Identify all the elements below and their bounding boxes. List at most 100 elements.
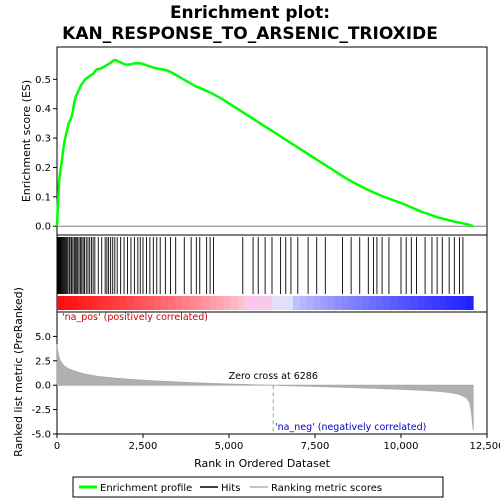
rank-bar-segment xyxy=(161,296,169,310)
x-axis-label: Rank in Ordered Dataset xyxy=(194,457,331,470)
rank-bar-segment xyxy=(216,296,224,310)
metric-y-tick-label: -2.5 xyxy=(31,405,51,416)
rank-bar-segment xyxy=(396,296,405,310)
rank-bar-segment xyxy=(195,296,204,310)
metric-y-axis-label: Ranked list metric (PreRanked) xyxy=(12,287,25,457)
x-tick-label: 0 xyxy=(54,441,60,452)
metric-panel-frame xyxy=(56,311,488,435)
es-y-tick-label: 0.2 xyxy=(35,163,51,174)
rank-bar-segment xyxy=(77,296,86,310)
rank-bar-segment xyxy=(389,296,398,310)
rank-bar-segment xyxy=(57,296,65,310)
rank-bar-segment xyxy=(209,296,217,310)
rank-bar-segment xyxy=(70,296,79,310)
rank-bar-segment xyxy=(438,296,446,310)
rank-bar-segment xyxy=(466,296,474,310)
es-y-tick-label: 0.1 xyxy=(35,192,51,203)
rank-bar-segment xyxy=(299,296,308,310)
positive-correlation-label: 'na_pos' (positively correlated) xyxy=(62,312,208,323)
hit-lines-group xyxy=(56,237,464,294)
rank-bar-segment xyxy=(292,296,301,310)
legend-label-hits: Hits xyxy=(221,483,240,494)
rank-bar-segment xyxy=(133,296,141,310)
metric-y-tick-label: -5.0 xyxy=(31,430,51,441)
rank-bar-segment xyxy=(237,296,245,310)
chart-title-line1: Enrichment plot: xyxy=(170,3,330,23)
rank-bar-segment xyxy=(278,296,287,310)
rank-bar-segment xyxy=(119,296,127,310)
rank-bar-segment xyxy=(285,296,294,310)
rank-bar-segment xyxy=(98,296,106,310)
rank-bar-segment xyxy=(452,296,460,310)
x-tick-label: 10,000 xyxy=(384,441,419,452)
zero-cross-label: Zero cross at 6286 xyxy=(229,371,318,382)
x-tick-label: 5,000 xyxy=(215,441,244,452)
x-tick-label: 12,500 xyxy=(470,441,500,452)
rank-bar-segment xyxy=(147,296,155,310)
rank-bar-segment xyxy=(410,296,419,310)
es-y-tick-label: 0.5 xyxy=(35,75,51,86)
es-panel-frame xyxy=(56,46,488,236)
rank-bar-segment xyxy=(84,296,93,310)
rank-bar-segment xyxy=(154,296,162,310)
hits-panel xyxy=(56,234,488,313)
rank-bar-segment xyxy=(313,296,322,310)
chart-title-line2: KAN_RESPONSE_TO_ARSENIC_TRIOXIDE xyxy=(62,24,438,44)
rank-bar-segment xyxy=(181,296,190,310)
rank-bar-segment xyxy=(424,296,433,310)
rank-bar-segment xyxy=(320,296,328,310)
rank-bar-segment xyxy=(383,296,391,310)
rank-bar-segment xyxy=(362,296,370,310)
legend-label-ranking-metric: Ranking metric scores xyxy=(271,483,382,494)
metric-y-tick-label: 2.5 xyxy=(35,356,51,367)
rank-bar-segment xyxy=(306,296,315,310)
rank-bar-segment xyxy=(140,296,148,310)
rank-bar-segment xyxy=(341,296,349,310)
rank-bar-segment xyxy=(445,296,453,310)
x-tick-label: 7,500 xyxy=(301,441,330,452)
rank-bar-segment xyxy=(369,296,377,310)
rank-bar-segment xyxy=(167,296,176,310)
rank-bar-segment xyxy=(334,296,342,310)
rank-bar-segment xyxy=(459,296,467,310)
rank-bar-segment xyxy=(417,296,426,310)
es-y-tick-label: 0.4 xyxy=(35,104,51,115)
metric-y-ticks: -5.0 -2.5 0.0 2.5 5.0 xyxy=(31,332,57,441)
rank-bar-segment xyxy=(202,296,211,310)
rank-bar-segment xyxy=(244,296,252,310)
rank-bar-segment xyxy=(174,296,183,310)
x-axis: 0 2,500 5,000 7,500 10,000 12,500 xyxy=(54,434,500,452)
rank-bar-segment xyxy=(188,296,197,310)
rank-bar-segment xyxy=(112,296,120,310)
es-y-tick-label: 0.3 xyxy=(35,134,51,145)
legend-label-enrichment-profile: Enrichment profile xyxy=(100,483,192,494)
es-y-axis-label: Enrichment score (ES) xyxy=(20,80,33,202)
metric-area-group xyxy=(56,344,474,431)
es-y-ticks: 0.0 0.1 0.2 0.3 0.4 0.5 xyxy=(35,75,57,233)
metric-area-fill xyxy=(56,344,474,431)
rank-bar-segment xyxy=(355,296,363,310)
rank-bar-segment xyxy=(327,296,335,310)
x-tick-label: 2,500 xyxy=(129,441,158,452)
rank-bar-segment xyxy=(272,296,280,310)
es-curve-line xyxy=(55,58,474,228)
rank-bar-segment xyxy=(403,296,412,310)
negative-correlation-label: 'na_neg' (negatively correlated) xyxy=(275,422,426,433)
rank-bar-segment xyxy=(126,296,134,310)
es-curve-group xyxy=(55,58,474,228)
metric-y-tick-label: 0.0 xyxy=(35,381,51,392)
rank-bar-segment xyxy=(223,296,231,310)
rank-bar-segment xyxy=(265,296,273,310)
rank-bar-segment xyxy=(348,296,356,310)
rank-color-bar xyxy=(57,296,474,310)
legend: Enrichment profile Hits Ranking metric s… xyxy=(72,476,444,498)
rank-bar-segment xyxy=(376,296,384,310)
metric-panel: -5.0 -2.5 0.0 2.5 5.0 Zero cross at 6286 'na… xyxy=(12,287,488,457)
rank-bar-segment xyxy=(91,296,100,310)
rank-bar-segment xyxy=(251,296,259,310)
metric-y-tick-label: 5.0 xyxy=(35,332,51,343)
rank-bar-segment xyxy=(105,296,113,310)
rank-bar-segment xyxy=(431,296,439,310)
es-y-tick-label: 0.0 xyxy=(35,222,51,233)
